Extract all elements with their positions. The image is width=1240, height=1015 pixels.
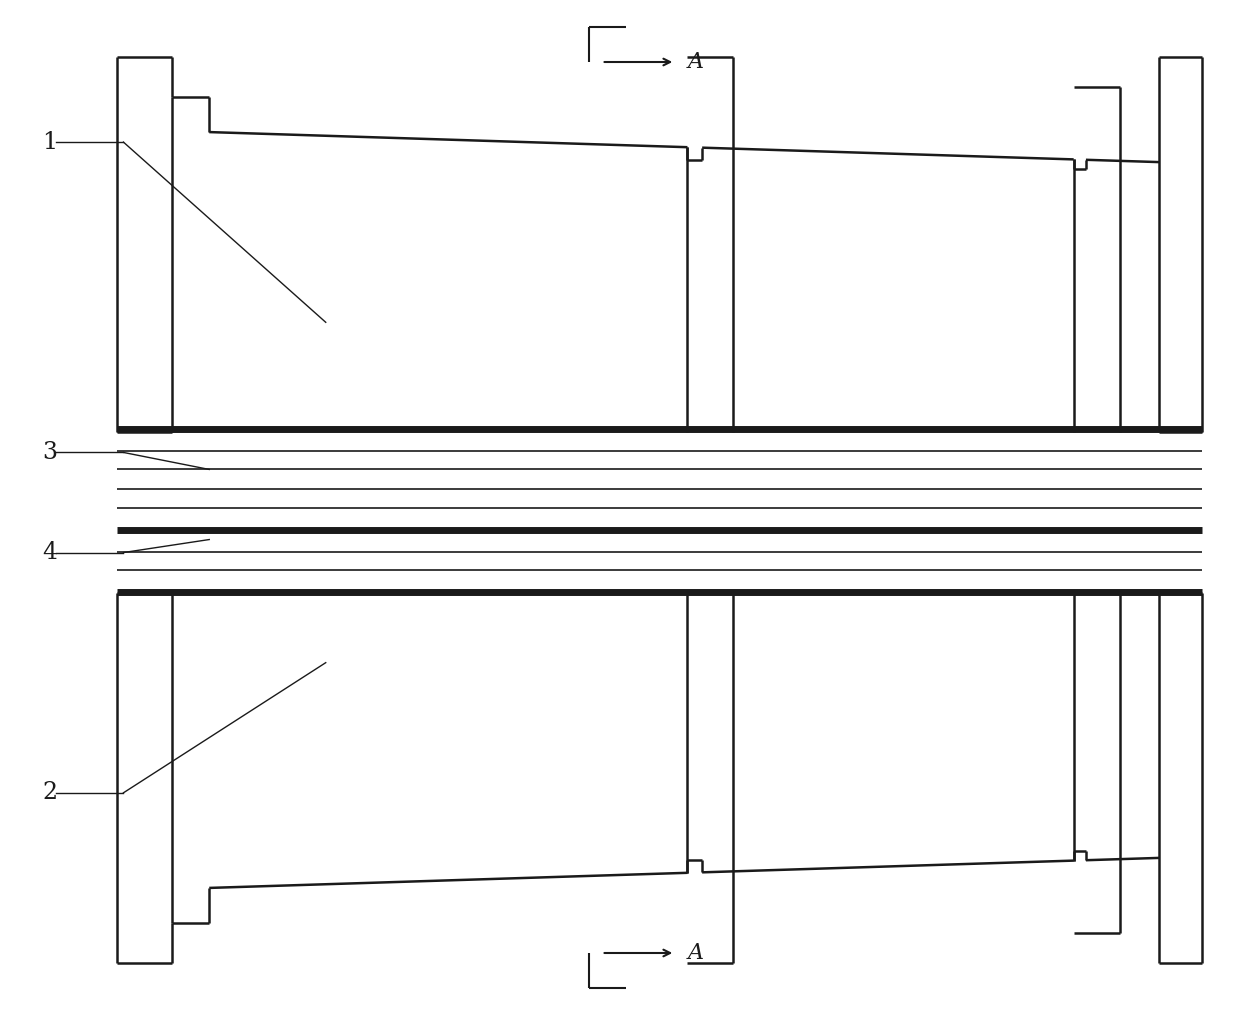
Text: 1: 1: [42, 131, 57, 153]
Text: 4: 4: [42, 541, 57, 564]
Text: 2: 2: [42, 782, 57, 804]
Text: A: A: [687, 942, 703, 964]
Text: 3: 3: [42, 441, 57, 464]
Text: A: A: [687, 51, 703, 73]
